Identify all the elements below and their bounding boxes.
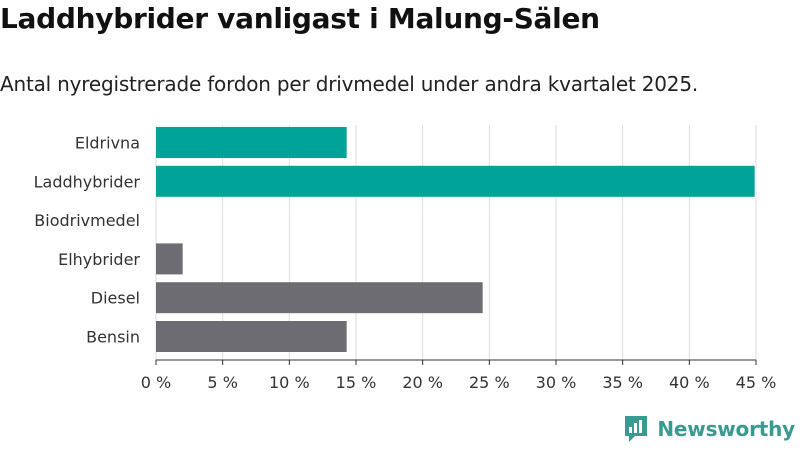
x-tick-label: 15 %: [336, 373, 377, 392]
category-label: Laddhybrider: [34, 172, 141, 191]
bar: [156, 243, 183, 275]
bar: [156, 282, 483, 314]
x-tick-label: 0 %: [141, 373, 171, 392]
x-tick-label: 20 %: [402, 373, 443, 392]
chart-title: Laddhybrider vanligast i Malung-Sälen: [0, 2, 600, 35]
brand-name: Newsworthy: [657, 417, 795, 441]
x-tick-label: 40 %: [669, 373, 710, 392]
category-label: Diesel: [91, 289, 140, 308]
x-tick-label: 10 %: [269, 373, 310, 392]
brand-logo: Newsworthy: [623, 414, 795, 444]
chart-subtitle: Antal nyregistrerade fordon per drivmede…: [0, 72, 699, 96]
x-tick-label: 30 %: [536, 373, 577, 392]
category-label: Bensin: [86, 328, 140, 347]
category-label: Elhybrider: [58, 250, 140, 269]
newsworthy-logo-icon: [625, 416, 648, 442]
x-tick-label: 25 %: [469, 373, 510, 392]
category-label: Biodrivmedel: [34, 211, 140, 230]
category-label: Eldrivna: [75, 134, 140, 153]
x-tick-label: 35 %: [602, 373, 643, 392]
bar: [156, 127, 347, 158]
bar-chart: Eldrivna Laddhybrider Biodrivmedel Elhybrid…: [34, 125, 777, 392]
bar: [156, 321, 347, 352]
x-tick-label: 5 %: [207, 373, 237, 392]
bar: [156, 165, 755, 197]
x-tick-label: 45 %: [736, 373, 777, 392]
